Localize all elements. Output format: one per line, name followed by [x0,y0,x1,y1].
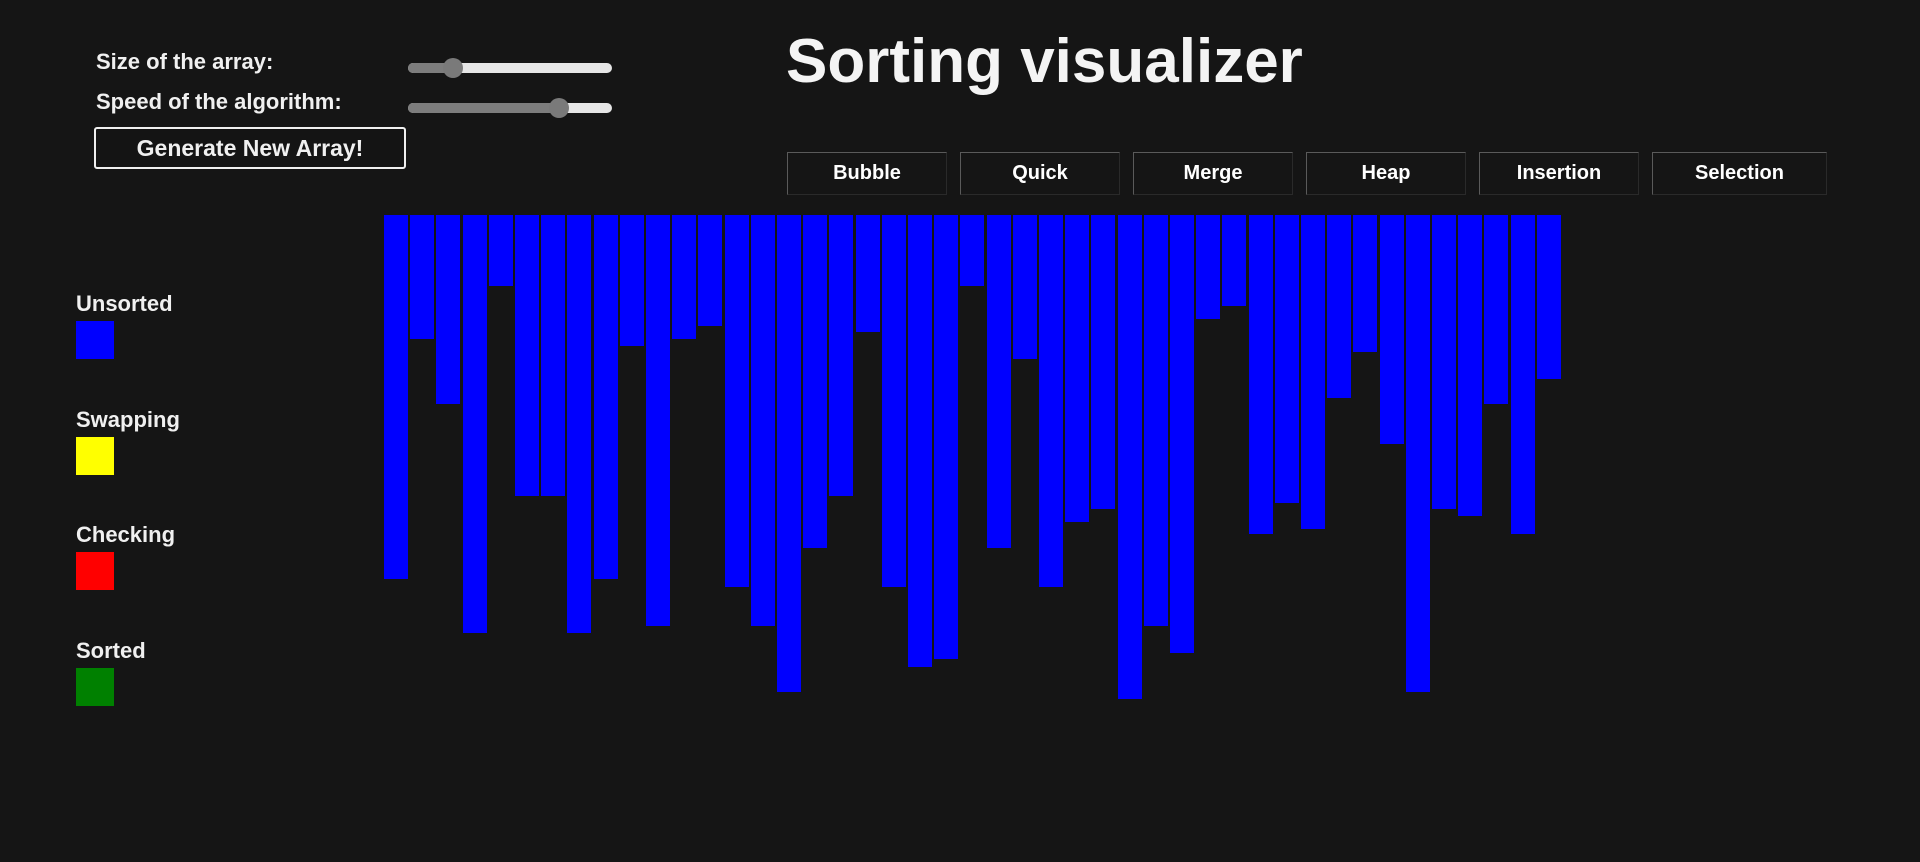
array-bar [803,215,828,548]
array-bar [829,215,854,496]
array-size-slider[interactable] [408,58,612,78]
array-bar [1091,215,1116,509]
legend-checking-swatch [76,552,114,590]
array-bar [1012,215,1037,359]
legend-unsorted-swatch [76,321,114,359]
array-bar [777,215,801,692]
array-bar [410,215,435,339]
speed-slider[interactable] [408,98,612,118]
generate-new-array-button[interactable]: Generate New Array! [94,127,406,169]
speed-slider-fill [408,103,559,113]
array-bar [1222,215,1247,306]
array-bar [1536,215,1561,379]
legend-checking: Checking [76,522,175,590]
legend-swapping-swatch [76,437,114,475]
array-size-slider-fill [408,63,453,73]
array-bar [1327,215,1352,398]
array-bar [646,215,670,626]
array-bar [1458,215,1483,516]
quick-sort-button[interactable]: Quick [960,152,1120,195]
array-bar [619,215,644,346]
bubble-sort-button[interactable]: Bubble [787,152,947,195]
array-bar [567,215,592,633]
array-bar [593,215,618,579]
array-bar [672,215,697,339]
legend-sorted-label: Sorted [76,638,146,663]
array-bar [855,215,880,332]
array-bar [1301,215,1325,529]
legend-sorted-swatch [76,668,114,706]
legend-checking-label: Checking [76,522,176,547]
array-bar [1170,215,1194,653]
array-bar [1274,215,1299,503]
merge-sort-button[interactable]: Merge [1133,152,1293,195]
speed-label: Speed of the algorithm: [96,89,342,114]
array-bar [1379,215,1404,444]
array-bar [750,215,775,626]
array-bar [1196,215,1221,319]
legend-swapping-label: Swapping [76,407,180,432]
legend-swapping: Swapping [76,407,180,475]
array-bar [1484,215,1509,404]
insertion-sort-button[interactable]: Insertion [1479,152,1639,195]
array-bar [515,215,539,496]
array-bar [1510,215,1535,534]
array-bar [436,215,461,404]
array-bar [1432,215,1456,509]
array-bar [462,215,487,633]
array-bar [960,215,985,286]
array-bar [934,215,959,659]
array-bar [1065,215,1090,522]
array-bar [1143,215,1168,626]
array-bar [881,215,906,587]
selection-sort-button[interactable]: Selection [1652,152,1827,195]
heap-sort-button[interactable]: Heap [1306,152,1466,195]
array-bar [1039,215,1063,587]
array-bar [488,215,513,286]
array-bar [1117,215,1142,699]
legend-sorted: Sorted [76,638,146,706]
array-bar [541,215,566,496]
array-bar [1248,215,1273,534]
array-bar [724,215,749,587]
legend-unsorted-label: Unsorted [76,291,173,316]
legend-unsorted: Unsorted [76,291,173,359]
speed-slider-thumb[interactable] [548,98,569,118]
array-size-slider-thumb[interactable] [442,58,463,78]
page-title: Sorting visualizer [786,27,1303,96]
array-size-label: Size of the array: [96,49,274,74]
array-bars-chart [384,215,1561,705]
array-bar [908,215,932,667]
array-bar [1405,215,1430,692]
array-bar [1353,215,1378,352]
array-bar [384,215,408,579]
array-bar [698,215,723,326]
array-bar [986,215,1011,548]
